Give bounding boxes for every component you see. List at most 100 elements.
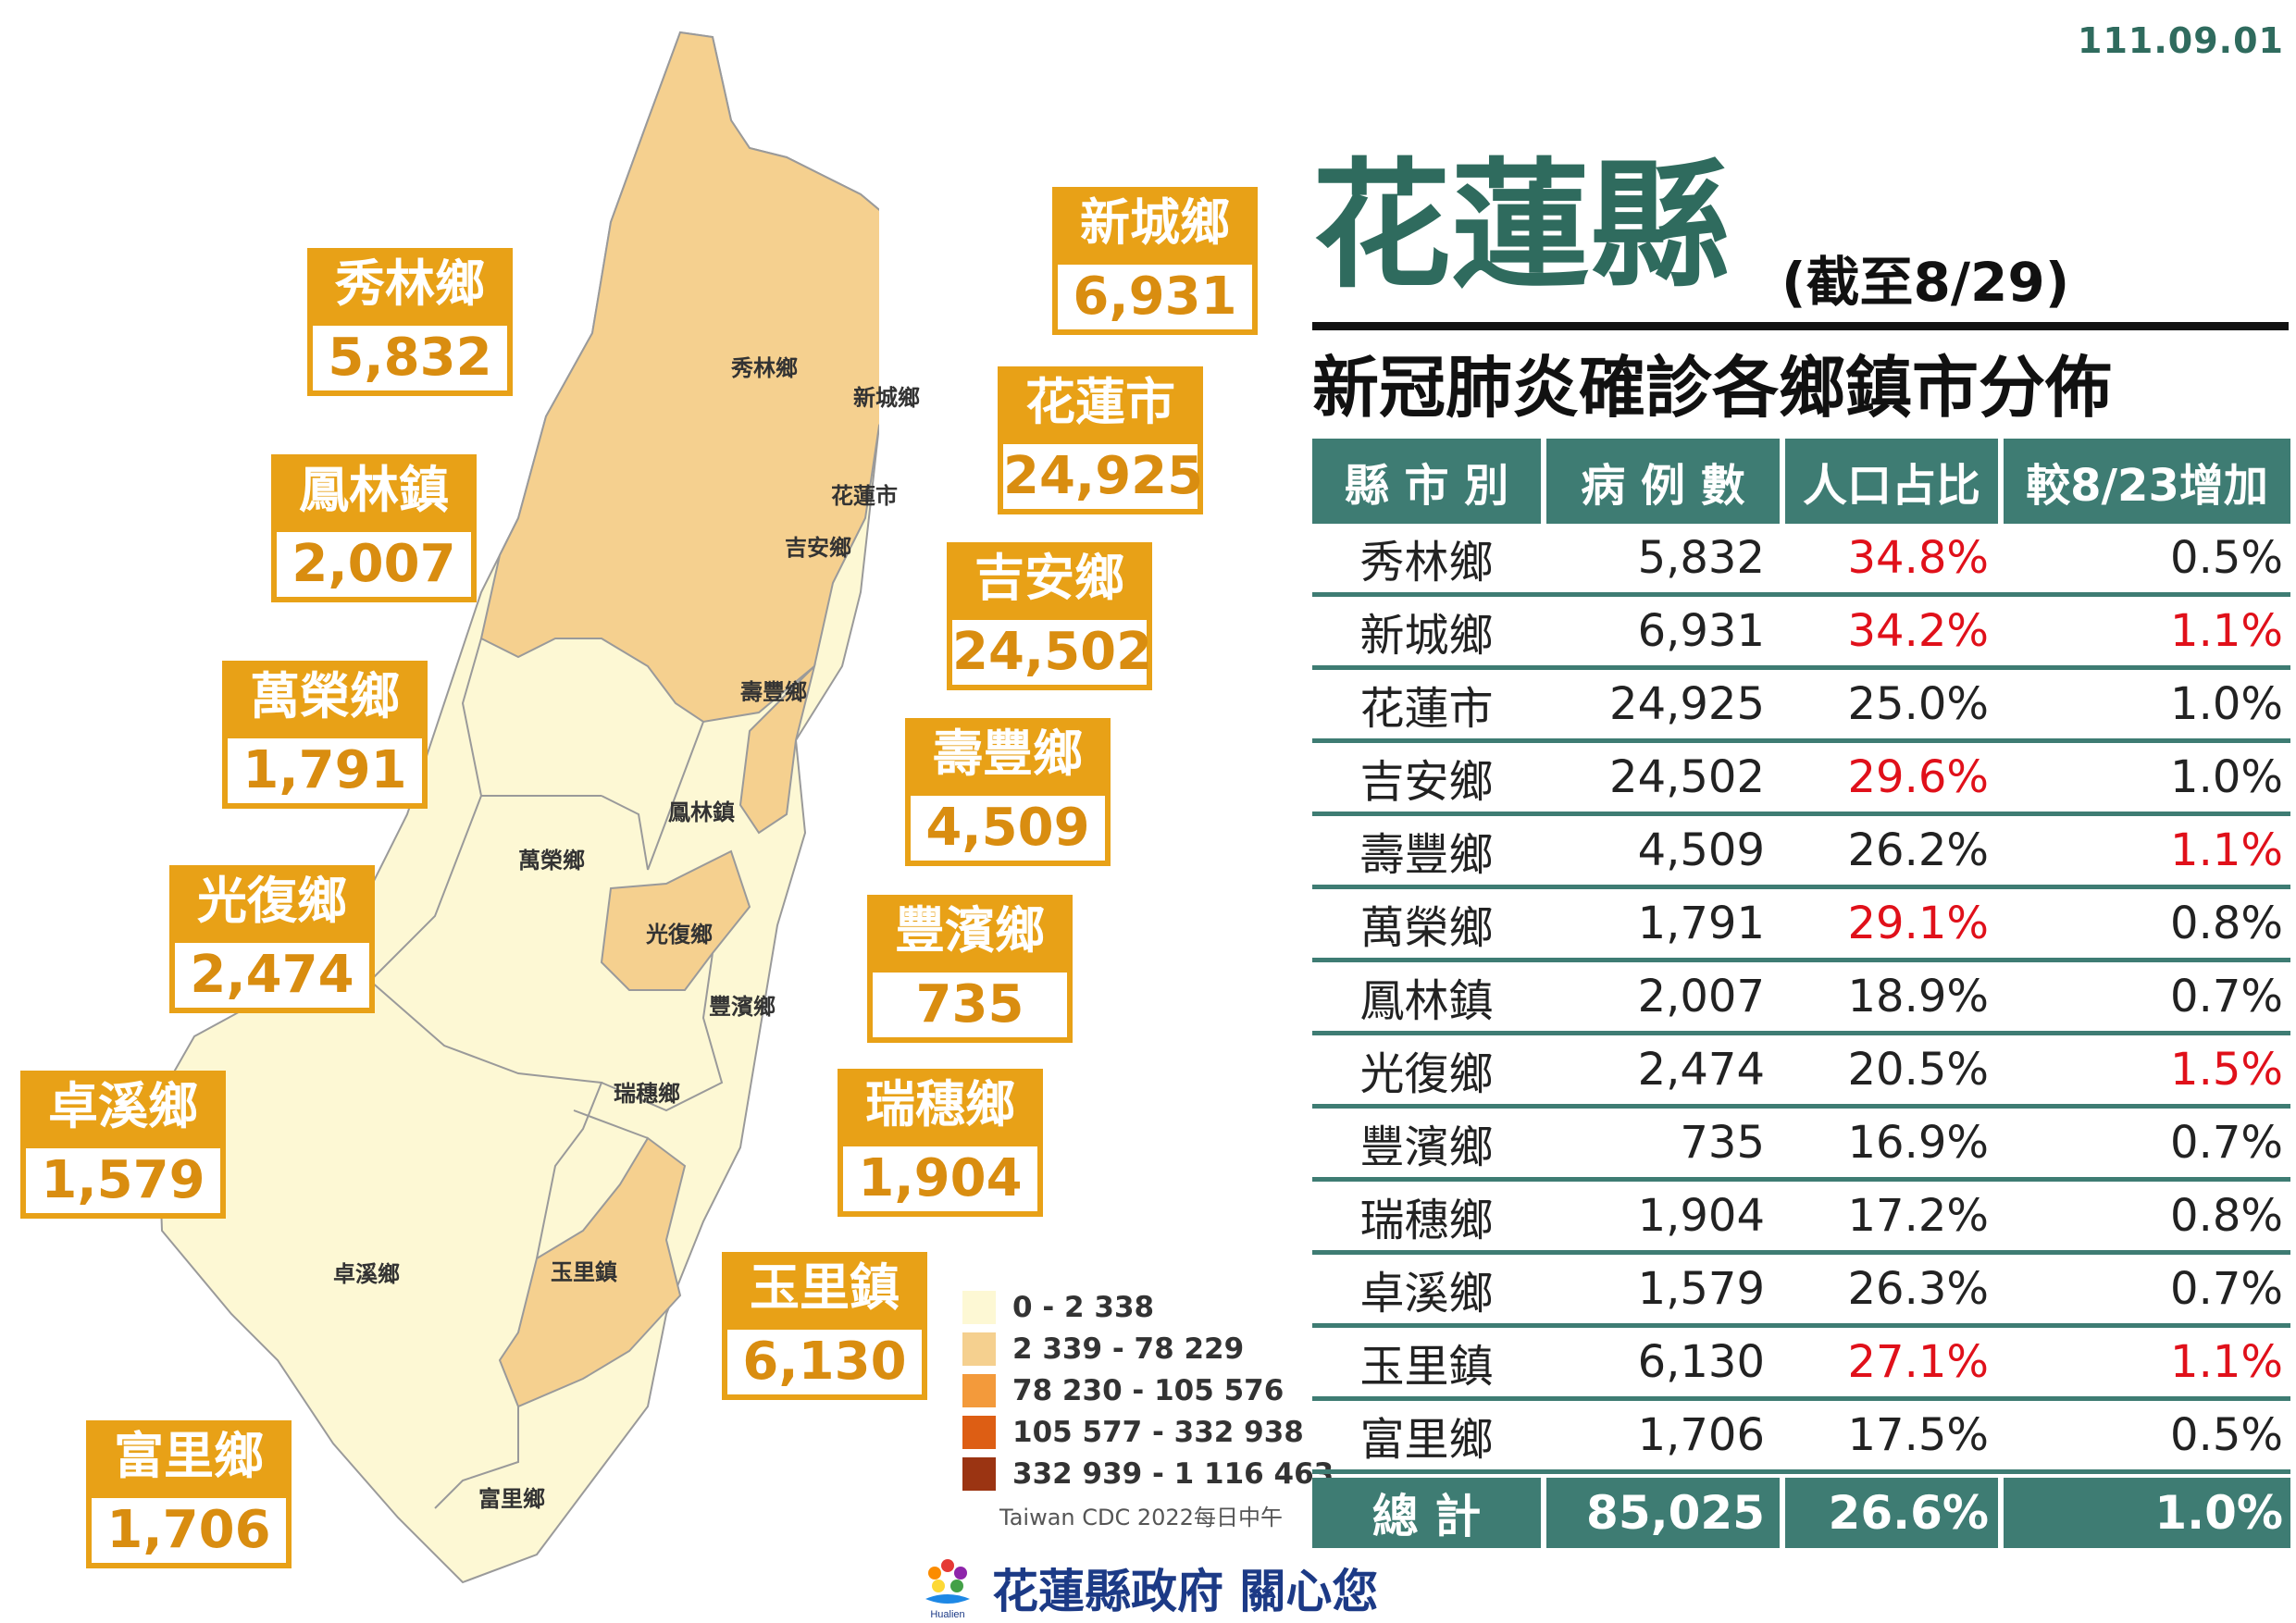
callout-name: 卓溪鄉	[20, 1071, 226, 1143]
callout-value: 1,791	[222, 733, 428, 809]
cell-district: 鳳林鎮	[1359, 975, 1494, 1027]
cell-district: 吉安鄉	[1359, 756, 1494, 808]
cases-table: 縣 市 別 病 例 數 人口占比 較8/23增加 秀林鄉 5,832 34.8% 0.…	[1312, 439, 2290, 1548]
cell-district: 豐濱鄉	[1359, 1121, 1494, 1173]
callout-value: 24,502	[947, 614, 1152, 690]
title-block: 花蓮縣	[1312, 157, 1729, 296]
callout-yuli: 玉里鎮 6,130	[722, 1252, 927, 1400]
cell-ratio: 17.2%	[1847, 1190, 1989, 1242]
cell-cases: 24,925	[1609, 678, 1765, 730]
table-body: 秀林鄉 5,832 34.8% 0.5% 新城鄉 6,931 34.2% 1.1% 花蓮市 24,…	[1312, 524, 2290, 1474]
date-label: 111.09.01	[2078, 20, 2284, 61]
table-row: 萬榮鄉 1,791 29.1% 0.8%	[1312, 889, 2290, 962]
cell-district: 玉里鎮	[1359, 1341, 1494, 1393]
cell-cases: 1,791	[1637, 898, 1765, 949]
table-row: 秀林鄉 5,832 34.8% 0.5%	[1312, 524, 2290, 597]
table-row: 瑞穗鄉 1,904 17.2% 0.8%	[1312, 1182, 2290, 1255]
callout-value: 2,474	[169, 937, 375, 1013]
callout-fenglin: 鳳林鎮 2,007	[271, 454, 477, 602]
callout-value: 2,007	[271, 527, 477, 602]
legend-item: 78 230 - 105 576	[962, 1369, 1334, 1411]
table-row: 富里鄉 1,706 17.5% 0.5%	[1312, 1401, 2290, 1474]
map-text-fenglin: 鳳林鎮	[668, 799, 735, 825]
callout-name: 萬榮鄉	[222, 661, 428, 733]
callout-jian: 吉安鄉 24,502	[947, 542, 1152, 690]
total-increase: 1.0%	[2004, 1478, 2290, 1548]
cell-district: 新城鄉	[1359, 610, 1494, 662]
cell-increase: 1.5%	[2170, 1044, 2283, 1096]
total-label: 總 計	[1312, 1478, 1541, 1548]
map-text-ruisui: 瑞穗鄉	[614, 1081, 680, 1107]
total-cases: 85,025	[1546, 1478, 1780, 1548]
legend-item: 0 - 2 338	[962, 1286, 1334, 1328]
callout-name: 光復鄉	[169, 865, 375, 937]
legend-swatch	[962, 1415, 996, 1449]
legend-label: 105 577 - 332 938	[1012, 1415, 1304, 1449]
cell-district: 秀林鄉	[1359, 537, 1494, 588]
map-text-xiulin: 秀林鄉	[731, 355, 798, 381]
cell-increase: 1.1%	[2170, 605, 2283, 657]
cell-cases: 2,474	[1637, 1044, 1765, 1096]
header-ratio: 人口占比	[1785, 439, 1998, 524]
map-text-xincheng: 新城鄉	[853, 385, 920, 411]
cell-ratio: 17.5%	[1847, 1409, 1989, 1461]
callout-value: 24,925	[998, 439, 1203, 514]
legend-label: 2 339 - 78 229	[1012, 1332, 1245, 1366]
map-text-zhuoxi: 卓溪鄉	[333, 1261, 400, 1287]
cell-cases: 24,502	[1609, 751, 1765, 803]
cell-cases: 5,832	[1637, 532, 1765, 584]
map-text-fuli: 富里鄉	[478, 1486, 545, 1512]
legend-swatch	[962, 1456, 996, 1491]
title-note: (截至8/29)	[1781, 251, 2070, 314]
callout-name: 壽豐鄉	[905, 718, 1111, 790]
callout-hualien: 花蓮市 24,925	[998, 366, 1203, 514]
map-region-shoufeng	[738, 663, 816, 835]
cell-increase: 1.1%	[2170, 1336, 2283, 1388]
total-ratio: 26.6%	[1785, 1478, 1998, 1548]
callout-xiulin: 秀林鄉 5,832	[307, 248, 513, 396]
callout-shoufeng: 壽豐鄉 4,509	[905, 718, 1111, 866]
callout-ruisui: 瑞穗鄉 1,904	[838, 1069, 1043, 1217]
callout-name: 豐濱鄉	[867, 895, 1073, 967]
map-legend: 0 - 2 338 2 339 - 78 229 78 230 - 105 576 1…	[962, 1286, 1334, 1494]
page-title: 花蓮縣	[1312, 146, 1730, 307]
callout-name: 鳳林鎮	[271, 454, 477, 527]
table-header: 縣 市 別 病 例 數 人口占比 較8/23增加	[1312, 439, 2290, 524]
callout-value: 1,579	[20, 1143, 226, 1219]
table-row: 豐濱鄉 735 16.9% 0.7%	[1312, 1109, 2290, 1182]
callout-value: 6,130	[722, 1324, 927, 1400]
legend-item: 332 939 - 1 116 463	[962, 1453, 1334, 1494]
callout-guangfu: 光復鄉 2,474	[169, 865, 375, 1013]
legend-label: 332 939 - 1 116 463	[1012, 1456, 1334, 1491]
footer-text: 花蓮縣政府 關心您	[992, 1565, 1379, 1618]
map-text-yuli: 玉里鎮	[551, 1259, 617, 1285]
cell-increase: 0.7%	[2170, 971, 2283, 1022]
table-row: 玉里鎮 6,130 27.1% 1.1%	[1312, 1328, 2290, 1401]
cell-cases: 6,130	[1637, 1336, 1765, 1388]
cell-increase: 1.0%	[2170, 751, 2283, 803]
legend-swatch	[962, 1332, 996, 1366]
hualien-map	[155, 31, 879, 1584]
cell-ratio: 29.6%	[1847, 751, 1989, 803]
header-increase: 較8/23增加	[2004, 439, 2290, 524]
callout-value: 735	[867, 967, 1073, 1043]
callout-value: 4,509	[905, 790, 1111, 866]
table-row: 吉安鄉 24,502 29.6% 1.0%	[1312, 743, 2290, 816]
cell-district: 花蓮市	[1359, 683, 1494, 735]
cell-increase: 0.8%	[2170, 1190, 2283, 1242]
callout-fuli: 富里鄉 1,706	[86, 1420, 292, 1568]
cell-ratio: 26.2%	[1847, 824, 1989, 876]
cell-ratio: 34.8%	[1847, 532, 1989, 584]
cell-increase: 0.5%	[2170, 532, 2283, 584]
cell-increase: 1.1%	[2170, 824, 2283, 876]
map-text-shoufeng: 壽豐鄉	[740, 679, 807, 705]
cell-increase: 0.7%	[2170, 1117, 2283, 1169]
legend-item: 2 339 - 78 229	[962, 1328, 1334, 1369]
callout-value: 1,904	[838, 1141, 1043, 1217]
map-borders	[369, 638, 724, 1509]
table-row: 光復鄉 2,474 20.5% 1.5%	[1312, 1035, 2290, 1109]
callout-name: 新城鄉	[1052, 187, 1258, 259]
cell-increase: 0.7%	[2170, 1263, 2283, 1315]
map-text-hualien: 花蓮市	[831, 483, 898, 509]
cell-cases: 1,706	[1637, 1409, 1765, 1461]
